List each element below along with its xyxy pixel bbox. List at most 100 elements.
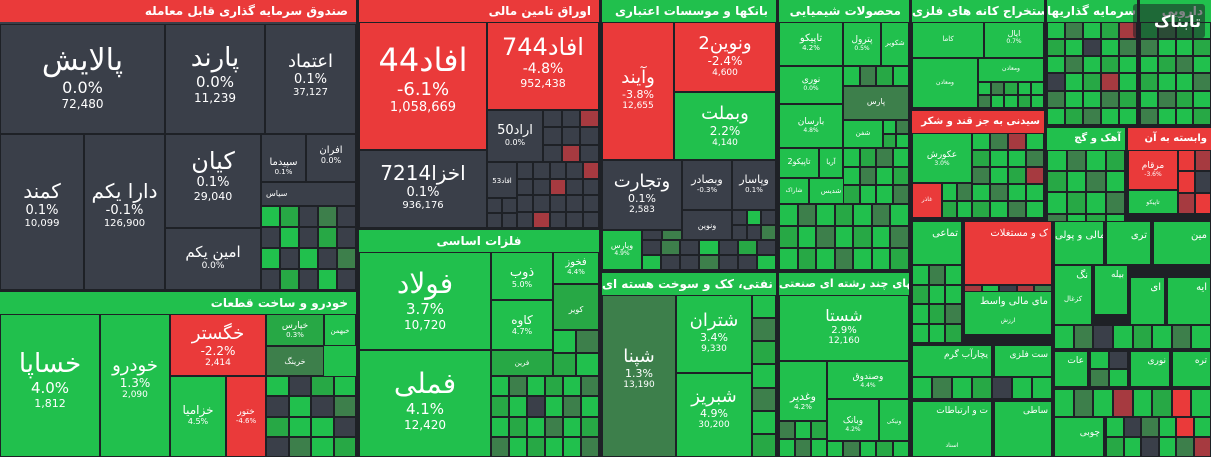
mining-mosaic bbox=[978, 82, 1044, 108]
tile-vanovin[interactable]: ونوین bbox=[682, 210, 732, 240]
tile-aminyekam[interactable]: امین یکم 0.0% bbox=[165, 228, 261, 290]
tile-mocheshm[interactable]: مرقام -3.6% bbox=[1128, 150, 1178, 190]
label-tile-l4[interactable]: تماعی bbox=[912, 221, 962, 265]
tile-kamand[interactable]: کمند 0.1% 10,099 bbox=[0, 134, 84, 290]
tile-vasandogh[interactable]: وصندوق 4.4% bbox=[827, 361, 909, 399]
tile-kian[interactable]: کیان 0.1% 29,040 bbox=[165, 134, 261, 228]
label-tile-l8[interactable]: مای مالی واسط ارزش bbox=[964, 291, 1052, 335]
tile-eyadar[interactable]: غاذر bbox=[912, 183, 942, 218]
tile-vanovin2[interactable]: ونوین2 -2.4% 4,600 bbox=[674, 22, 776, 92]
tile-mtiraz[interactable]: ونیکی bbox=[879, 399, 909, 441]
label-tile-l15[interactable]: تره bbox=[1172, 351, 1211, 387]
label-tile-l19[interactable]: چوبی bbox=[1054, 417, 1104, 457]
metals-mosaic bbox=[491, 376, 599, 457]
svg-text:تابناک: تابناک bbox=[1154, 12, 1201, 31]
tile-noori[interactable]: نوری 0.0% bbox=[779, 66, 843, 104]
tile-akhza7214[interactable]: اخزا7214 0.1% 936,176 bbox=[359, 150, 487, 228]
tile-etemad[interactable]: اعتماد 0.1% 37,127 bbox=[265, 24, 356, 134]
tile-kamaden[interactable]: ومعادن bbox=[912, 58, 978, 108]
bonds-mosaic-b bbox=[517, 162, 599, 228]
label-tile-l16[interactable]: ایه bbox=[1167, 277, 1211, 325]
section-fund: صندوق سرمایه گذاری قابل معامله پالایش 0.… bbox=[0, 0, 356, 290]
label-tile-l9[interactable]: ت و ارتباطات اسناد bbox=[912, 401, 992, 457]
tile-vabsader[interactable]: وبصادر -0.3% bbox=[682, 160, 732, 210]
tile-petrol[interactable]: پترول 0.5% bbox=[843, 22, 881, 66]
label-tile-l12[interactable]: ست فلزی bbox=[994, 345, 1052, 377]
tile-tapikoo[interactable]: تاپیکو 4.2% bbox=[779, 22, 843, 66]
tile-tapikoo3[interactable]: تاپیکو bbox=[1128, 190, 1178, 214]
tile-eshgar[interactable]: عکورش 3.0% bbox=[912, 133, 972, 183]
tile-shebriz[interactable]: شبریز 4.9% 30,200 bbox=[676, 373, 752, 457]
label-tile-l18[interactable]: ای bbox=[1130, 277, 1165, 325]
tile-sayas[interactable]: سیاس bbox=[261, 182, 356, 206]
tile-baran[interactable]: بارسان 4.8% bbox=[779, 104, 843, 148]
label-tile-l7[interactable]: تری bbox=[1106, 221, 1151, 265]
tile-vaghadir[interactable]: وغدیر 4.2% bbox=[779, 361, 827, 421]
label-tile-l17[interactable]: مین bbox=[1153, 221, 1211, 265]
section-title: سیدنی به جز قند و شکر bbox=[912, 111, 1044, 133]
section-food: سیدنی به جز قند و شکر عکورش 3.0% غاذر bbox=[912, 111, 1044, 218]
section-chem: محصولات شیمیایی تاپیکو 4.2% پترول 0.5% ش… bbox=[779, 0, 909, 270]
tile-kamaa[interactable]: کاما bbox=[912, 22, 984, 58]
tile-koor[interactable]: کویر bbox=[553, 284, 599, 330]
tile-fameli[interactable]: فملی 4.1% 12,420 bbox=[359, 350, 491, 457]
tile-khapars[interactable]: خپارس 0.3% bbox=[266, 314, 324, 346]
tile-parand[interactable]: پارند 0.0% 11,239 bbox=[165, 24, 265, 134]
tile-afad44[interactable]: افاد44 -6.1% 1,058,669 bbox=[359, 22, 487, 150]
tile-khabahman[interactable]: خبهمن bbox=[324, 314, 356, 346]
br-mosaic-7 bbox=[1106, 417, 1211, 457]
tile-sepidma[interactable]: سپیدما 0.1% bbox=[261, 134, 306, 182]
tile-kaveh[interactable]: کاوه 4.7% bbox=[491, 300, 553, 350]
tile-tapikoo2[interactable]: تاپیکو2 bbox=[779, 148, 819, 178]
tile-khtor[interactable]: ختور -4.6% bbox=[226, 376, 266, 457]
tile-shasta[interactable]: شستا 2.9% 12,160 bbox=[779, 295, 909, 361]
tile-arya[interactable]: آریا bbox=[819, 148, 843, 178]
label-tile-l14[interactable]: عات bbox=[1054, 351, 1088, 387]
tile-arad50[interactable]: اراد50 0.0% bbox=[487, 110, 543, 162]
tile-khodro[interactable]: خودرو 1.3% 2,090 bbox=[100, 314, 170, 457]
fund-mosaic bbox=[261, 206, 356, 290]
section-title: سرمایه گذاریها bbox=[1047, 0, 1137, 22]
tile-vapasar[interactable]: وپاسار 0.1% bbox=[732, 160, 776, 210]
tile-afran[interactable]: افران 0.0% bbox=[306, 134, 356, 182]
tile-khazamia[interactable]: خزامیا 4.5% bbox=[170, 376, 226, 457]
chem-mosaic bbox=[843, 66, 909, 86]
section-title: شرکتهای چند رشته ای صنعتی bbox=[779, 273, 909, 295]
tile-shepna[interactable]: شپنا 1.3% 13,190 bbox=[602, 295, 676, 457]
section-pharma: دارویی تابناک bbox=[1133, 0, 1211, 125]
tile-vaayand[interactable]: وآیند -3.8% 12,655 bbox=[602, 22, 674, 160]
tile-shekouia[interactable]: شکویر bbox=[881, 22, 909, 66]
tile-palayesh[interactable]: پالایش 0.0% 72,480 bbox=[0, 24, 165, 134]
tile-vabank[interactable]: وبانک 4.2% bbox=[827, 399, 879, 441]
tile-ekhsapa[interactable]: خساپا 4.0% 1,812 bbox=[0, 314, 100, 457]
tile-vaparis[interactable]: وپارس 4.9% bbox=[602, 230, 642, 270]
tile-kamadend[interactable]: ومعادن bbox=[978, 58, 1044, 82]
tile-kharing[interactable]: خرینگ bbox=[266, 346, 324, 376]
label-tile-l13[interactable]: ساطی bbox=[994, 401, 1052, 457]
tile-afad53[interactable]: افاد53 bbox=[487, 162, 517, 198]
tile-pars[interactable]: پارس bbox=[843, 86, 909, 120]
label-tile-l6[interactable]: مالی و پولی bbox=[1054, 221, 1104, 265]
tile-ayal[interactable]: ایال 0.7% bbox=[984, 22, 1044, 58]
label-tile-l20[interactable]: نوری bbox=[1130, 351, 1170, 387]
chem-mosaic-d bbox=[883, 120, 909, 148]
tile-daraykam[interactable]: دارا یکم -0.1% 126,900 bbox=[84, 134, 165, 290]
section-title: فلزات اساسی bbox=[359, 230, 599, 252]
tile-fakhooz[interactable]: فخوز 4.4% bbox=[553, 252, 599, 284]
label-tile-l5[interactable]: ک و مستغلات bbox=[964, 221, 1052, 285]
tile-shatran[interactable]: شتران 3.4% 9,330 bbox=[676, 295, 752, 373]
tile-vatejarat[interactable]: وتجارت 0.1% 2,583 bbox=[602, 160, 682, 230]
tile-vabemlat[interactable]: وبملت 2.2% 4,140 bbox=[674, 92, 776, 160]
tile-afad744[interactable]: افاد744 -4.8% 952,438 bbox=[487, 22, 599, 110]
label-tile-l21[interactable]: نگ کزغال bbox=[1054, 265, 1092, 325]
tile-shafan[interactable]: شفن bbox=[843, 120, 883, 148]
tile-haarak[interactable]: شاراک bbox=[779, 178, 809, 204]
section-title: وابسته به آن bbox=[1128, 128, 1211, 150]
tile-faroon[interactable]: فرین bbox=[491, 350, 553, 376]
label-tile-l11[interactable]: یچارآب گرم bbox=[912, 345, 992, 377]
label-tile-l22[interactable]: بیله bbox=[1094, 265, 1128, 315]
tile-foolad[interactable]: فولاد 3.7% 10,720 bbox=[359, 252, 491, 350]
tile-khegostar[interactable]: خگستر -2.2% 2,414 bbox=[170, 314, 266, 376]
related-mosaic bbox=[1178, 150, 1211, 214]
tile-zob[interactable]: ذوب 5.0% bbox=[491, 252, 553, 300]
